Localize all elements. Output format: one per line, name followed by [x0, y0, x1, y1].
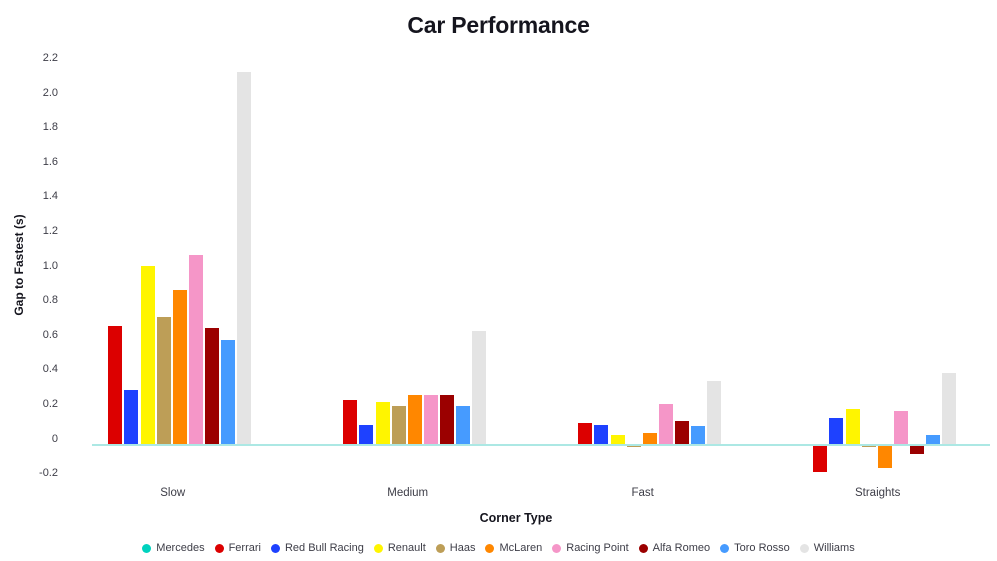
- bar-alfa-romeo-straights: [909, 444, 924, 455]
- legend-label: McLaren: [499, 542, 543, 554]
- x-category-label-straights: Straights: [854, 487, 901, 499]
- bar-ferrari-fast: [578, 422, 593, 446]
- bar-alfa-romeo-medium: [439, 395, 454, 446]
- bar-red-bull-racing-slow: [124, 390, 139, 446]
- x-category-label-fast: Fast: [631, 487, 654, 499]
- y-tick-label: 1.0: [42, 259, 58, 272]
- bar-haas-slow: [156, 317, 171, 446]
- chart-title: Car Performance: [407, 12, 590, 38]
- bar-red-bull-racing-medium: [359, 424, 374, 446]
- legend-color-dot: [373, 543, 383, 553]
- bar-mclaren-straights: [877, 444, 892, 469]
- bar-red-bull-racing-fast: [594, 424, 609, 446]
- y-tick-label: 1.6: [42, 155, 58, 168]
- bar-ferrari-slow: [108, 326, 123, 446]
- bar-toro-rosso-fast: [691, 426, 705, 446]
- bar-ferrari-straights: [813, 444, 828, 472]
- legend-item-ferrari: Ferrari: [214, 542, 261, 554]
- y-tick-label: 0.8: [42, 294, 58, 307]
- legend-color-dot: [638, 543, 648, 553]
- x-category-label-slow: Slow: [160, 487, 186, 499]
- bar-williams-straights: [942, 372, 957, 446]
- bar-mclaren-fast: [642, 433, 657, 446]
- legend-item-racing-point: Racing Point: [552, 542, 629, 554]
- bar-red-bull-racing-straights: [829, 417, 844, 446]
- legend-color-dot: [435, 543, 445, 553]
- legend-color-dot: [142, 543, 152, 553]
- legend-color-dot: [799, 543, 809, 553]
- legend-item-mercedes: Mercedes: [142, 542, 205, 554]
- bar-toro-rosso-medium: [456, 405, 470, 446]
- bar-renault-medium: [375, 402, 390, 446]
- legend-label: Renault: [387, 542, 426, 554]
- bar-racing-point-straights: [893, 410, 908, 446]
- legend-color-dot: [552, 543, 562, 553]
- bar-mclaren-medium: [407, 395, 422, 446]
- y-tick-label: 0.4: [42, 363, 58, 376]
- bar-alfa-romeo-fast: [674, 421, 689, 446]
- legend-item-mclaren: McLaren: [485, 542, 542, 554]
- y-tick-label: 2.2: [42, 52, 58, 64]
- legend-color-dot: [485, 543, 495, 553]
- bar-williams-slow: [237, 71, 252, 446]
- legend-label: Ferrari: [228, 542, 261, 554]
- bar-racing-point-slow: [188, 255, 203, 446]
- bar-racing-point-medium: [423, 395, 438, 446]
- legend: Mercedes Ferrari Red Bull Racing Renault Haa…: [0, 542, 997, 554]
- x-axis-title: Corner Type: [479, 511, 553, 525]
- bar-williams-fast: [707, 381, 722, 446]
- y-tick-label: -0.2: [39, 467, 58, 480]
- y-tick-label: 1.8: [42, 121, 58, 134]
- legend-item-renault: Renault: [373, 542, 426, 554]
- legend-label: Alfa Romeo: [652, 542, 711, 554]
- legend-label: Red Bull Racing: [284, 542, 364, 554]
- y-tick-label: 0.2: [42, 398, 58, 410]
- bar-toro-rosso-slow: [221, 339, 235, 446]
- bar-renault-straights: [845, 409, 860, 446]
- bar-renault-fast: [610, 435, 625, 446]
- legend-label: Toro Rosso: [734, 542, 790, 554]
- bar-racing-point-fast: [658, 403, 673, 446]
- y-tick-label: 2.0: [42, 86, 58, 99]
- bar-renault-slow: [140, 265, 155, 446]
- bar-haas-medium: [391, 405, 406, 446]
- y-tick-label: 1.4: [42, 190, 58, 203]
- y-tick-label: 0.6: [42, 328, 58, 341]
- legend-item-williams: Williams: [799, 542, 855, 554]
- y-tick-label: 0: [51, 432, 58, 445]
- legend-item-toro-rosso: Toro Rosso: [720, 542, 790, 554]
- bar-alfa-romeo-slow: [204, 327, 219, 446]
- bar-williams-medium: [472, 331, 487, 446]
- bar-toro-rosso-straights: [926, 435, 940, 446]
- y-tick-label: 1.2: [42, 225, 58, 237]
- bar-ferrari-medium: [343, 400, 358, 446]
- legend-color-dot: [270, 543, 280, 553]
- legend-color-dot: [720, 543, 730, 553]
- x-category-label-medium: Medium: [387, 487, 429, 499]
- legend-item-red-bull-racing: Red Bull Racing: [270, 542, 364, 554]
- legend-label: Racing Point: [566, 542, 629, 554]
- bar-mclaren-slow: [172, 289, 187, 446]
- zero-baseline: [92, 444, 990, 446]
- legend-item-alfa-romeo: Alfa Romeo: [638, 542, 711, 554]
- legend-color-dot: [214, 543, 224, 553]
- legend-item-haas: Haas: [435, 542, 476, 554]
- legend-label: Mercedes: [156, 542, 205, 554]
- legend-label: Haas: [449, 542, 476, 554]
- legend-label: Williams: [813, 542, 855, 554]
